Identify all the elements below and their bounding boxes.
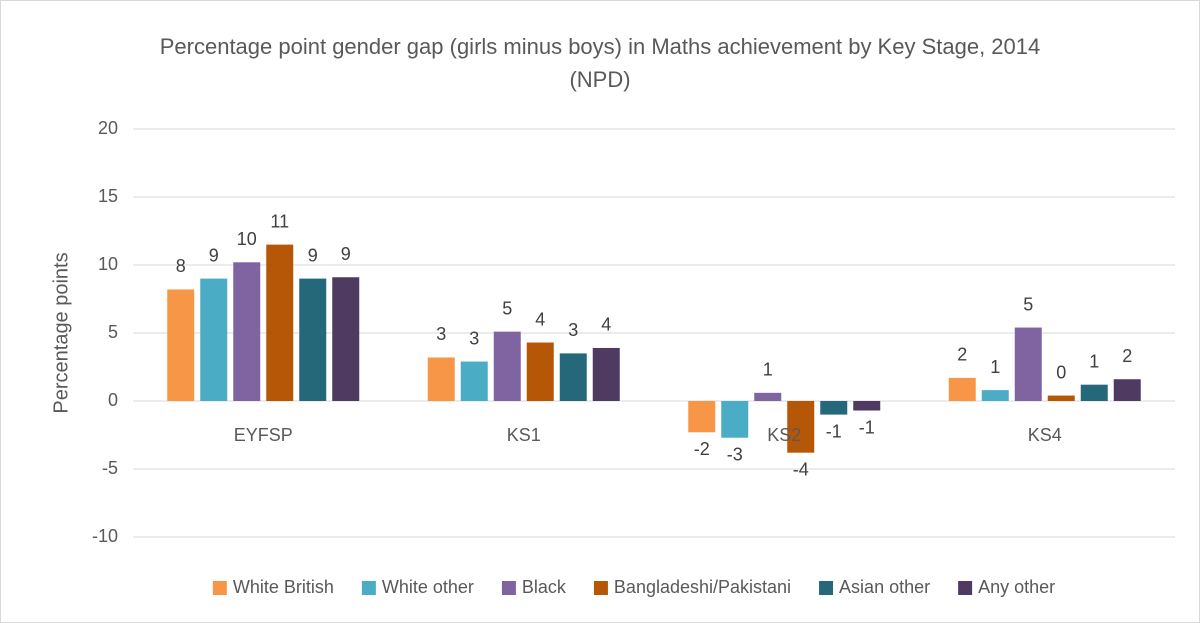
data-label: -2 — [694, 439, 710, 459]
data-label: 4 — [601, 315, 611, 335]
bar — [721, 401, 749, 438]
bar — [427, 357, 455, 401]
data-label: 8 — [176, 256, 186, 276]
bar — [559, 353, 587, 401]
legend-swatch — [819, 581, 834, 595]
bar — [787, 401, 815, 453]
bar — [266, 244, 294, 401]
y-tick-label: 10 — [98, 254, 118, 274]
data-label: 5 — [502, 298, 512, 318]
legend-label: White British — [233, 577, 334, 597]
data-label: -1 — [859, 417, 875, 437]
bar — [493, 331, 521, 401]
x-tick-label: EYFSP — [234, 425, 293, 445]
bar — [332, 277, 360, 401]
data-label: 3 — [436, 324, 446, 344]
data-label: 2 — [1122, 346, 1132, 366]
bar — [688, 401, 716, 433]
bar — [820, 401, 848, 415]
legend-swatch — [593, 581, 608, 595]
x-tick-label: KS1 — [507, 425, 541, 445]
bar — [1047, 395, 1075, 401]
y-tick-label: 0 — [108, 390, 118, 410]
x-tick-label: KS4 — [1028, 425, 1062, 445]
bar — [299, 278, 327, 401]
y-tick-label: -10 — [92, 526, 118, 546]
bar — [233, 262, 261, 401]
bar — [853, 401, 881, 411]
data-label: -4 — [793, 459, 809, 479]
legend-swatch — [501, 581, 516, 595]
legend-label: Bangladeshi/Pakistani — [614, 577, 791, 597]
bar — [167, 289, 195, 401]
data-label: 0 — [1056, 362, 1066, 382]
bar — [1014, 327, 1042, 401]
data-label: 9 — [341, 244, 351, 264]
bar — [1080, 384, 1108, 401]
data-label: 5 — [1023, 294, 1033, 314]
data-label: 9 — [209, 245, 219, 265]
legend-label: Black — [522, 577, 567, 597]
legend-label: Asian other — [839, 577, 930, 597]
data-label: 1 — [1089, 351, 1099, 371]
y-tick-label: 15 — [98, 186, 118, 206]
data-label: 11 — [270, 211, 289, 231]
bar — [526, 342, 554, 401]
bar — [1113, 379, 1141, 401]
data-label: 3 — [568, 320, 578, 340]
legend-swatch — [958, 581, 973, 595]
bar — [592, 347, 620, 401]
data-label: 3 — [469, 328, 479, 348]
bar — [460, 361, 488, 401]
y-tick-label: 20 — [98, 118, 118, 138]
data-label: -3 — [727, 444, 743, 464]
data-label: 1 — [763, 360, 773, 380]
y-tick-label: -5 — [102, 458, 118, 478]
bar — [200, 278, 228, 401]
x-tick-label: KS2 — [767, 425, 801, 445]
bar — [981, 390, 1009, 401]
data-label: 9 — [308, 245, 318, 265]
bar — [948, 377, 976, 401]
data-label: -1 — [826, 421, 842, 441]
bar — [754, 392, 782, 401]
data-label: 10 — [237, 229, 257, 249]
data-label: 1 — [990, 357, 1000, 377]
data-label: 4 — [535, 309, 545, 329]
legend-label: White other — [382, 577, 474, 597]
chart-title: Percentage point gender gap (girls minus… — [159, 34, 1041, 92]
legend-swatch — [361, 581, 376, 595]
y-tick-label: 5 — [108, 322, 118, 342]
data-label: 2 — [957, 345, 967, 365]
legend-swatch — [212, 581, 227, 595]
legend-label: Any other — [978, 577, 1055, 597]
y-axis-label: Percentage points — [50, 252, 72, 413]
